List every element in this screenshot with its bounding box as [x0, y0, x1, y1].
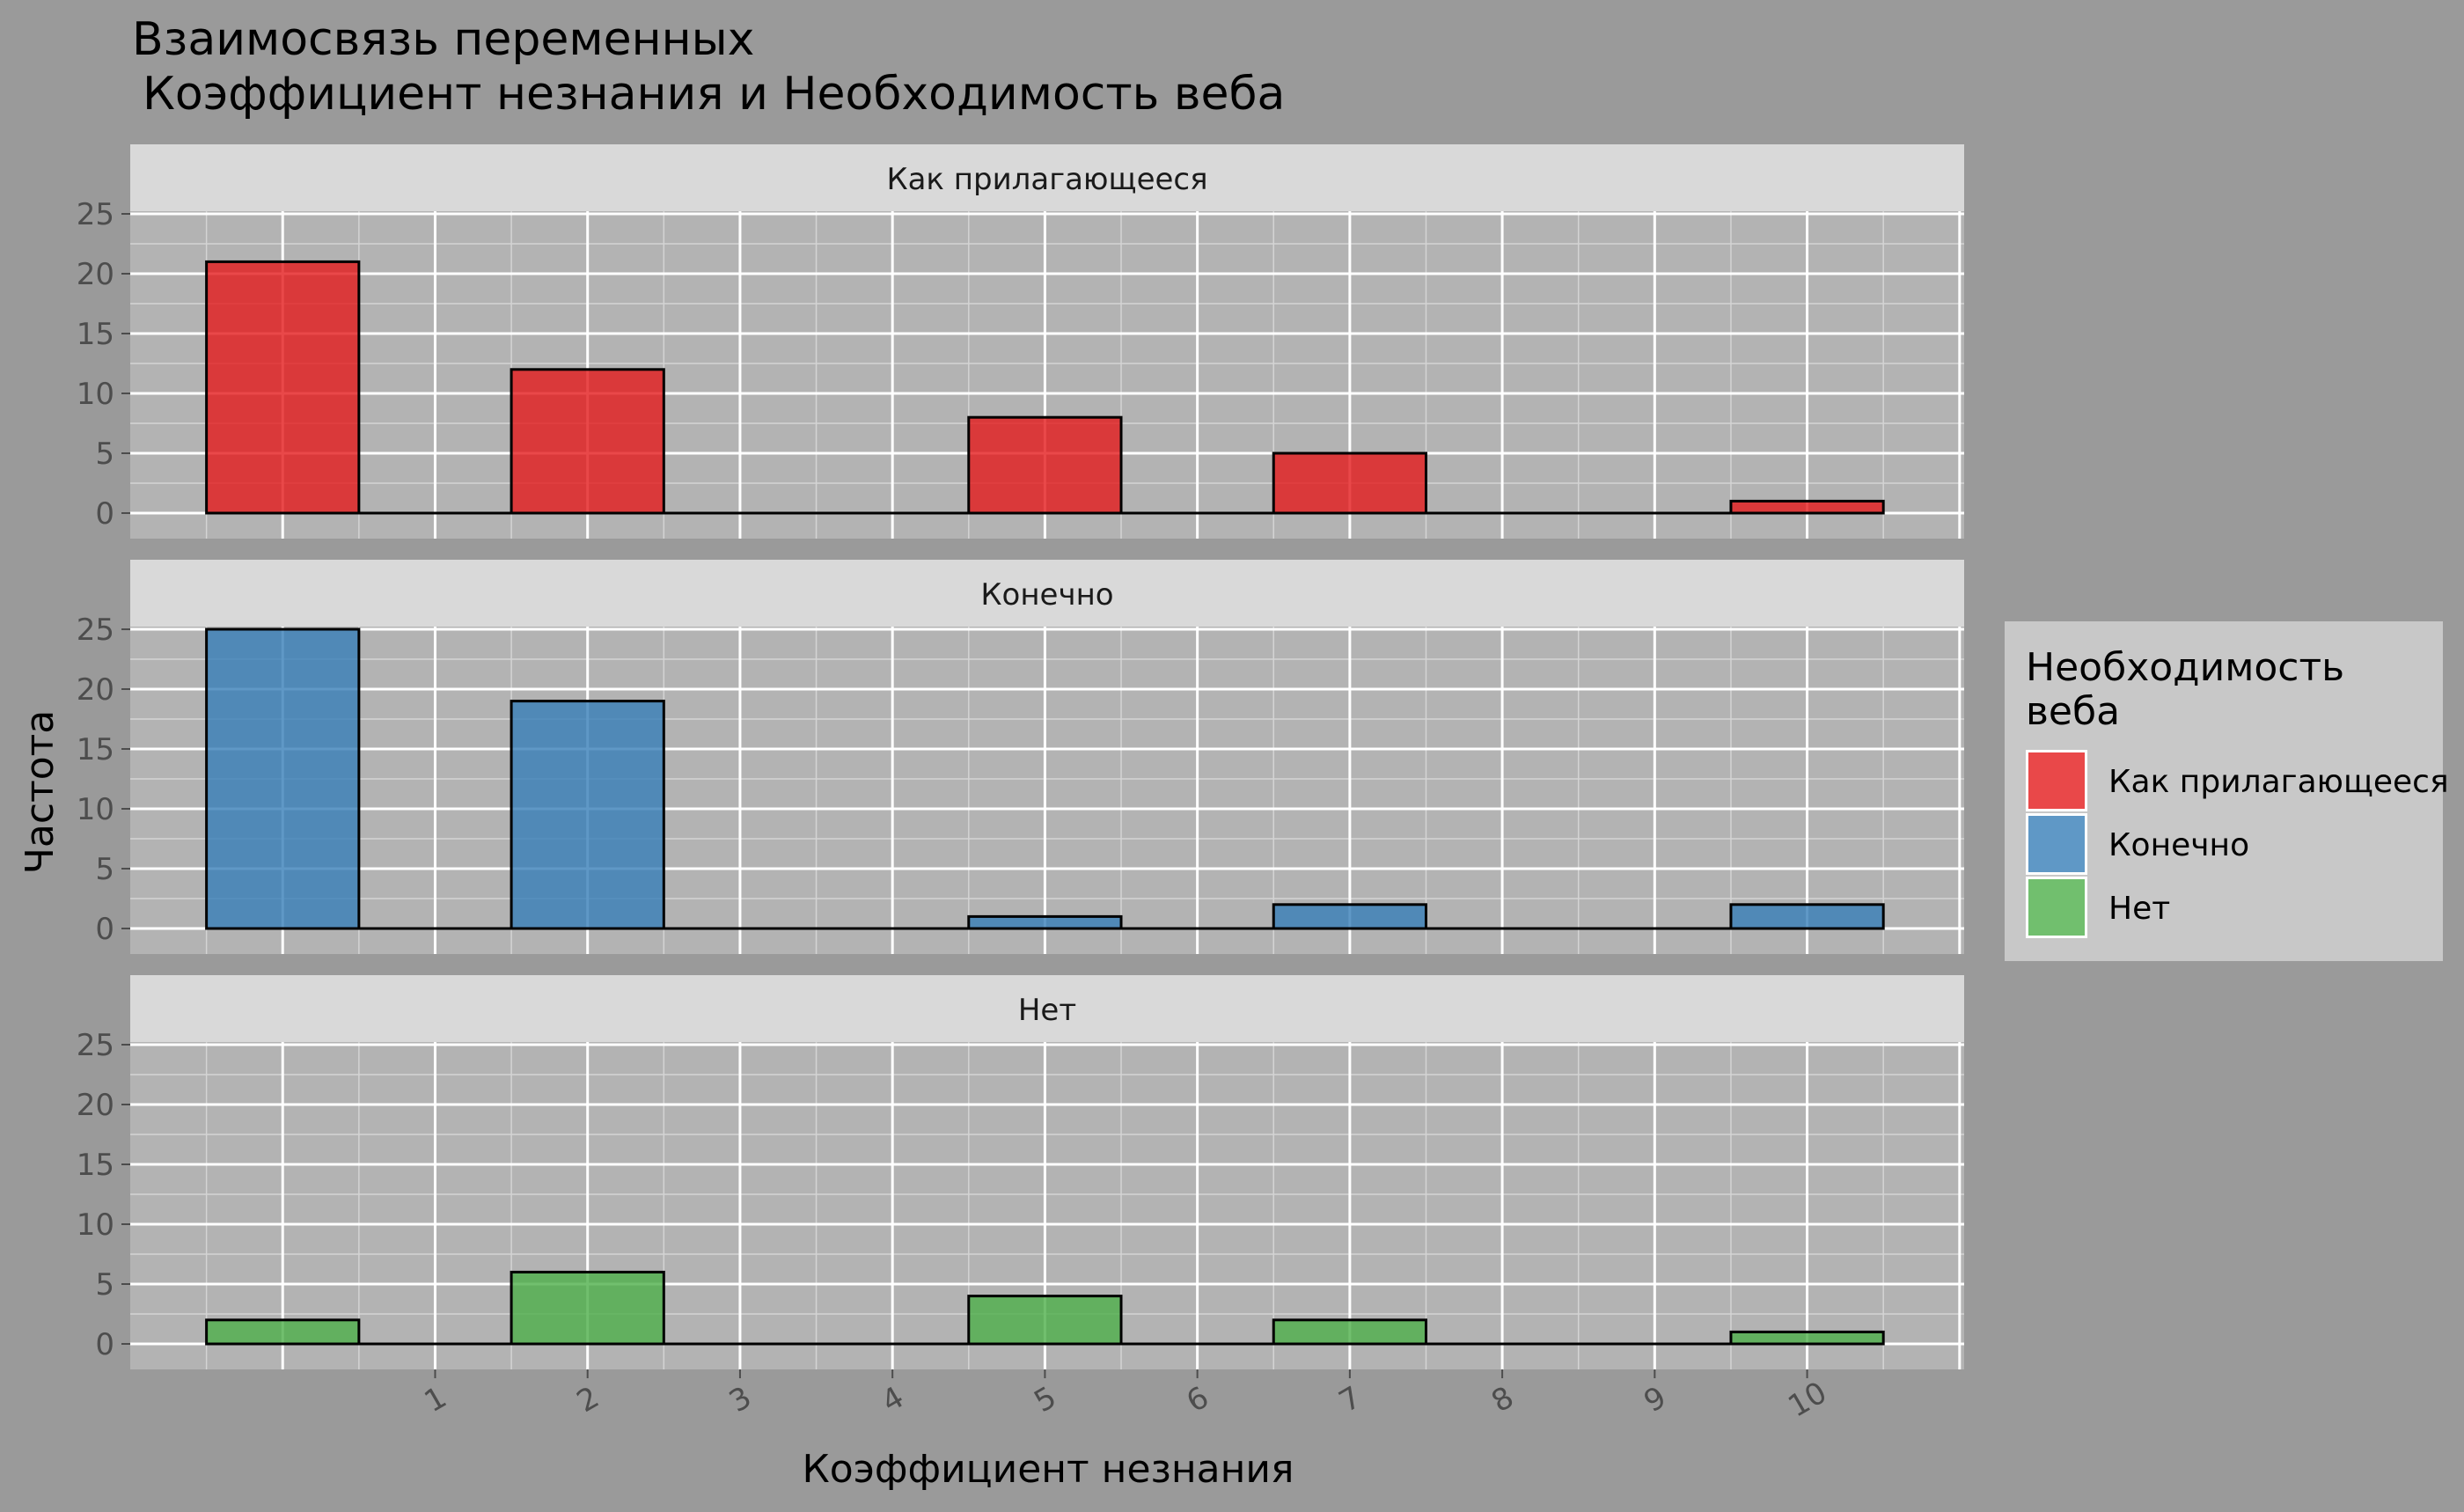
facet-strip [130, 975, 1964, 1042]
y-tick-label: 10 [77, 792, 114, 827]
bar [1272, 1318, 1427, 1346]
x-axis: 1 2 3 4 5 6 7 8 9 10 [419, 1369, 1833, 1425]
legend-item: Нет [2026, 877, 2170, 938]
bar [510, 700, 665, 930]
bar [205, 1318, 361, 1346]
bar [1272, 451, 1427, 515]
y-tick-label: 15 [77, 1148, 114, 1183]
y-tick-label: 5 [95, 1267, 114, 1303]
x-tick-label: 3 [723, 1380, 758, 1420]
facet-strip [130, 560, 1964, 627]
y-tick-label: 15 [77, 732, 114, 767]
x-tick-label: 5 [1029, 1380, 1063, 1420]
bar [967, 1295, 1123, 1346]
bar [1272, 903, 1427, 930]
legend-items: Как прилагающееся Конечно Нет [2026, 750, 2449, 938]
chart-title-line1: Взаимосвязь переменных [132, 13, 754, 66]
legend-label: Как прилагающееся [2108, 764, 2449, 800]
x-tick-label: 9 [1638, 1380, 1672, 1420]
facet-strip-label: Нет [1018, 993, 1076, 1028]
y-axis-title: Частота [18, 710, 62, 874]
y-tick-label: 10 [77, 1207, 114, 1243]
facet-strip-label: Конечно [980, 577, 1113, 613]
legend-item: Конечно [2026, 813, 2249, 875]
legend-swatch [2028, 879, 2085, 936]
x-tick-label: 6 [1181, 1380, 1215, 1420]
x-tick-label: 10 [1782, 1375, 1832, 1424]
y-tick-label: 25 [77, 613, 114, 648]
legend-label: Нет [2108, 891, 2170, 927]
facet-strip [130, 144, 1964, 211]
facet-panels: Как прилагающееся 0 5 10 15 20 25 Конечно 0 5 10 15… [77, 144, 1964, 1369]
legend-swatch [2028, 816, 2085, 872]
chart-title-line2: Коэффициент незнания и Необходимость веб… [143, 68, 1285, 121]
y-tick-label: 0 [95, 912, 114, 947]
facet-panel: Как прилагающееся 0 5 10 15 20 25 [77, 144, 1964, 539]
legend-label: Конечно [2108, 827, 2249, 863]
bar [205, 260, 361, 515]
bar [967, 914, 1123, 930]
legend-title-line1: Необходимость [2026, 645, 2344, 690]
facet-panel: Нет 0 5 10 15 20 25 [77, 975, 1964, 1369]
x-tick-label: 8 [1485, 1380, 1520, 1420]
y-tick-label: 10 [77, 377, 114, 412]
x-tick-label: 2 [571, 1380, 605, 1420]
x-tick-label: 4 [876, 1380, 910, 1420]
bar [1729, 499, 1885, 515]
legend-item: Как прилагающееся [2026, 750, 2449, 811]
y-tick-label: 5 [95, 437, 114, 472]
y-tick-label: 25 [77, 1028, 114, 1063]
bar [510, 368, 665, 515]
x-axis-title: Коэффициент незнания [803, 1447, 1294, 1492]
legend-swatch [2028, 752, 2085, 809]
legend: Необходимость веба Как прилагающееся Коне… [2005, 621, 2449, 961]
y-tick-label: 20 [77, 1088, 114, 1123]
bar [1729, 1330, 1885, 1346]
bar [510, 1270, 665, 1346]
y-tick-label: 20 [77, 672, 114, 708]
panel-background [130, 627, 1964, 954]
facet-strip-label: Как прилагающееся [886, 162, 1207, 197]
bar [967, 415, 1123, 515]
bar [205, 628, 361, 930]
y-tick-label: 5 [95, 852, 114, 887]
y-tick-label: 25 [77, 197, 114, 232]
x-tick-label: 7 [1333, 1380, 1368, 1420]
facet-panel: Конечно 0 5 10 15 20 25 [77, 560, 1964, 954]
y-tick-label: 15 [77, 317, 114, 352]
bar [1729, 903, 1885, 930]
y-tick-label: 20 [77, 257, 114, 292]
y-tick-label: 0 [95, 1327, 114, 1362]
legend-title-line2: веба [2026, 689, 2120, 734]
x-tick-label: 1 [419, 1380, 453, 1420]
y-tick-label: 0 [95, 496, 114, 532]
